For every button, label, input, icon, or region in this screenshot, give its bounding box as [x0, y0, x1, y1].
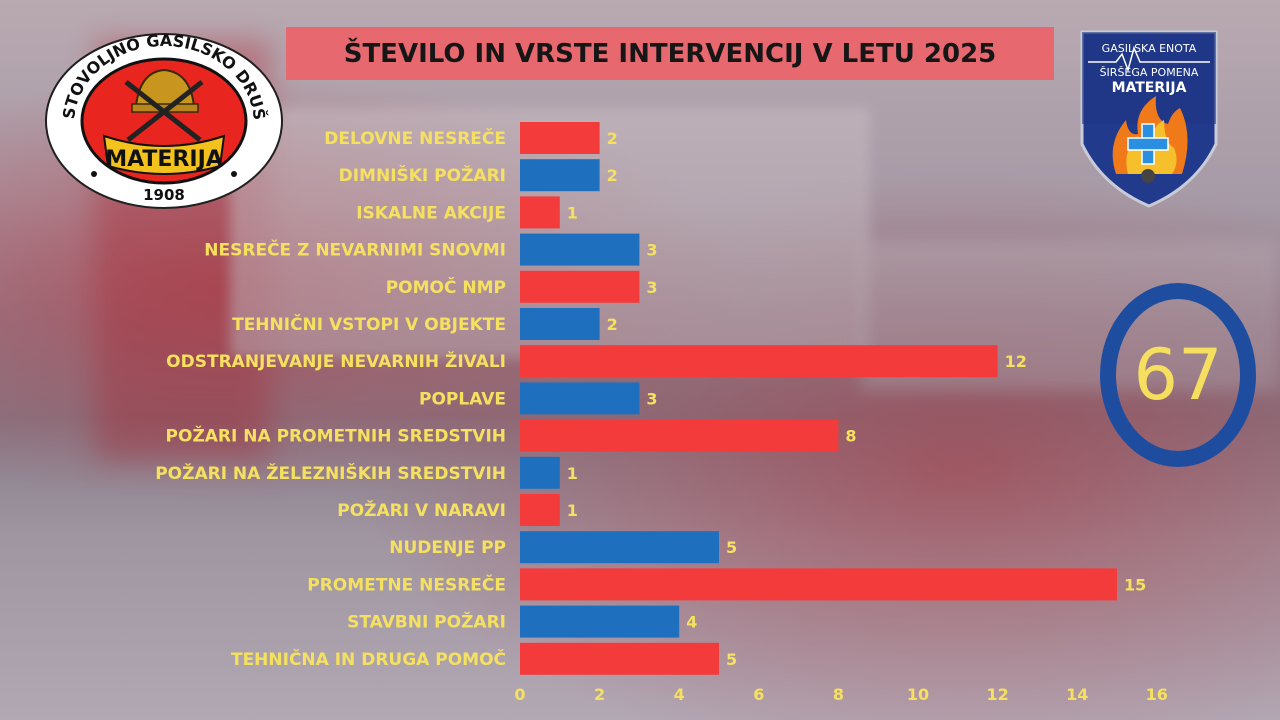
category-label: POPLAVE	[419, 389, 506, 409]
bar	[520, 456, 560, 489]
value-label: 8	[845, 427, 856, 446]
x-tick-label: 8	[833, 685, 844, 704]
x-tick-label: 2	[594, 685, 605, 704]
value-label: 4	[686, 613, 697, 632]
category-label: DELOVNE NESREČE	[324, 127, 506, 149]
x-tick-label: 16	[1146, 685, 1168, 704]
bar	[520, 605, 680, 638]
bar	[520, 382, 640, 415]
bar	[520, 345, 998, 378]
category-label: ISKALNE AKCIJE	[356, 203, 506, 223]
bar	[520, 159, 600, 192]
bar	[520, 196, 560, 229]
x-tick-label: 12	[986, 685, 1008, 704]
category-label: ODSTRANJEVANJE NEVARNIH ŽIVALI	[166, 350, 506, 372]
category-label: POŽARI V NARAVI	[337, 499, 506, 521]
bar	[520, 531, 719, 564]
category-label: POŽARI NA ŽELEZNIŠKIH SREDSTVIH	[155, 462, 506, 484]
bar	[520, 642, 719, 675]
x-tick-label: 0	[514, 685, 525, 704]
value-label: 2	[607, 129, 618, 148]
shield-line2: ŠIRŠEGA POMENA	[1100, 66, 1199, 79]
title-banner: ŠTEVILO IN VRSTE INTERVENCIJ V LETU 2025	[286, 27, 1054, 80]
category-label: TEHNIČNI VSTOPI V OBJEKTE	[232, 313, 506, 335]
x-tick-label: 14	[1066, 685, 1088, 704]
shield-line3: MATERIJA	[1112, 80, 1187, 96]
value-label: 5	[726, 538, 737, 557]
bar	[520, 233, 640, 266]
category-label: POMOČ NMP	[386, 276, 506, 298]
category-label: TEHNIČNA IN DRUGA POMOČ	[231, 648, 506, 670]
category-label: NUDENJE PP	[389, 538, 506, 558]
category-label: NESREČE Z NEVARNIMI SNOVMI	[204, 239, 506, 261]
value-label: 12	[1005, 352, 1027, 371]
bar	[520, 122, 600, 154]
category-label: PROMETNE NESREČE	[307, 573, 506, 595]
value-label: 3	[646, 278, 657, 297]
bar	[520, 270, 640, 303]
shield-line1: GASILSKA ENOTA	[1102, 42, 1197, 55]
ge-materija-shield-logo: GASILSKA ENOTA ŠIRŠEGA POMENA MATERIJA	[1076, 24, 1222, 208]
value-label: 15	[1124, 575, 1146, 594]
x-tick-label: 6	[753, 685, 764, 704]
page-title: ŠTEVILO IN VRSTE INTERVENCIJ V LETU 2025	[343, 38, 997, 69]
pgd-materija-logo: MATERIJA PROSTOVOLJNO GASILSKO DRUŠTVO 1…	[37, 17, 284, 210]
category-label: POŽARI NA PROMETNIH SREDSTVIH	[166, 425, 506, 447]
value-label: 2	[607, 166, 618, 185]
total-count: 67	[1133, 334, 1223, 416]
total-interventions-ring: 67	[1100, 283, 1256, 467]
value-label: 1	[567, 464, 578, 483]
bar	[520, 308, 600, 340]
value-label: 2	[607, 315, 618, 334]
logo-year: 1908	[143, 186, 185, 204]
category-label: DIMNIŠKI POŽARI	[339, 164, 506, 186]
logo-banner-text: MATERIJA	[105, 147, 223, 172]
x-tick-label: 4	[674, 685, 685, 704]
category-label: STAVBNI POŽARI	[347, 611, 506, 633]
value-label: 3	[646, 241, 657, 260]
bar	[520, 568, 1117, 601]
value-label: 1	[567, 203, 578, 222]
bar	[520, 419, 839, 452]
value-label: 3	[646, 389, 657, 408]
value-label: 5	[726, 650, 737, 669]
x-tick-label: 10	[907, 685, 929, 704]
bar	[520, 494, 560, 526]
value-label: 1	[567, 501, 578, 520]
